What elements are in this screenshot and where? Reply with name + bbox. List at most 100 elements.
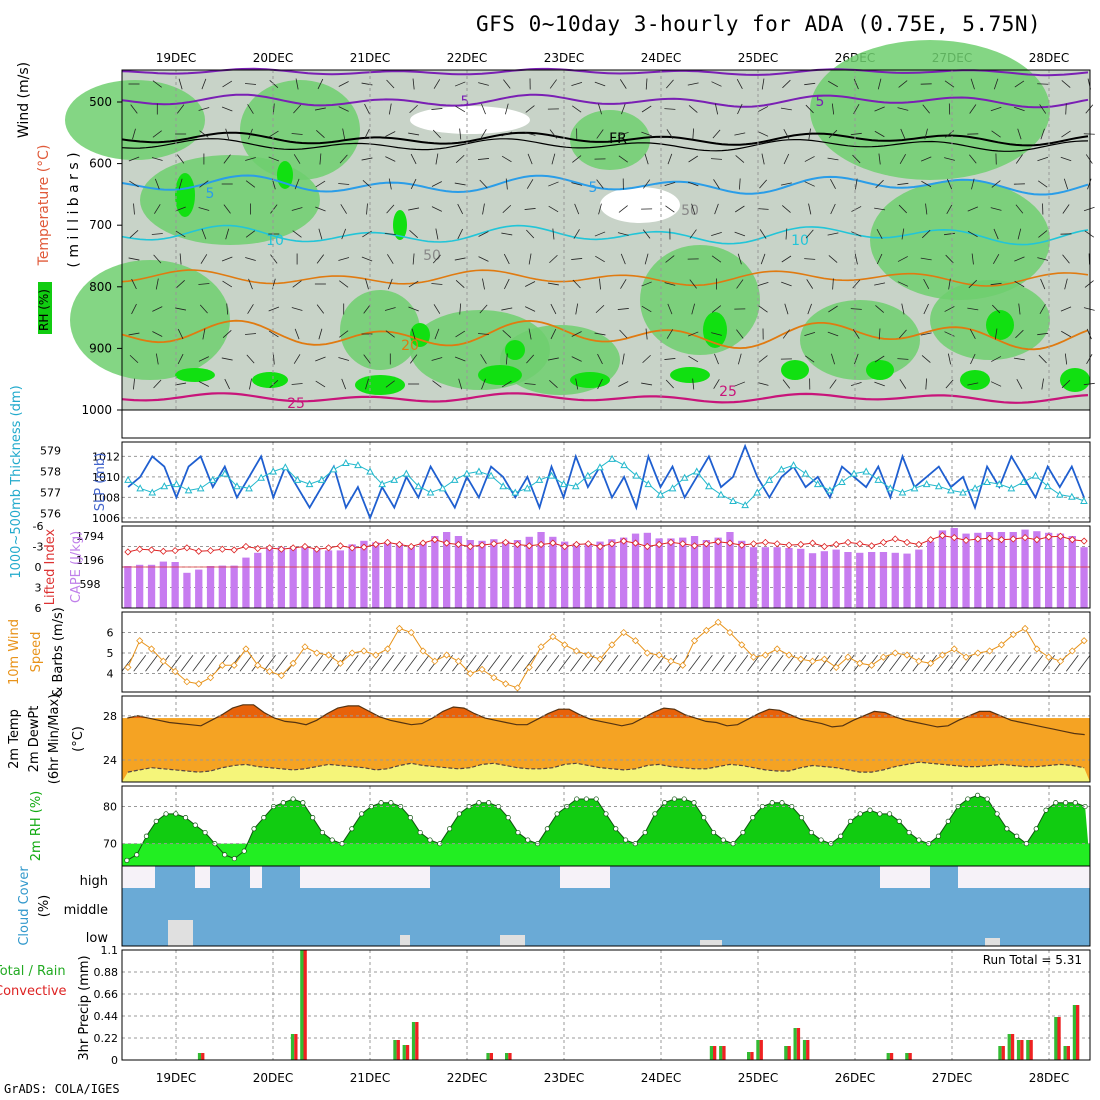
wind-barb: [152, 80, 162, 88]
wind-speed-point: [620, 628, 628, 637]
wind-barb: [409, 354, 418, 364]
wind-speed-point: [348, 649, 356, 657]
wind-speed-point: [761, 651, 769, 659]
thickness-point: [922, 480, 931, 488]
wind-barb: [594, 81, 606, 87]
wind-barb: [572, 105, 582, 113]
wind-barb: [805, 355, 815, 363]
precip-tick-label: 0.66: [94, 988, 119, 1001]
wind-speed-point: [372, 651, 380, 659]
rh2m-point: [671, 796, 677, 802]
rh2m-point: [1014, 833, 1020, 839]
wind-barb: [572, 155, 582, 163]
wind-barb: [179, 253, 182, 265]
thickness-point: [1007, 484, 1016, 492]
date-label-bottom: 21DEC: [350, 1071, 390, 1085]
wind-barb: [385, 330, 395, 338]
wind-barb: [739, 178, 741, 190]
precip-convective-bar: [1076, 1005, 1080, 1060]
wind-barb: [501, 307, 513, 311]
wind-barb: [244, 83, 257, 85]
wind-barb: [527, 153, 533, 165]
wind-barb: [340, 204, 347, 214]
wind-barb: [899, 154, 906, 164]
wind-barb: [314, 107, 326, 111]
li-point: [159, 547, 167, 555]
cape-bar: [195, 569, 203, 608]
wind-barb: [176, 280, 185, 288]
li-point: [1009, 535, 1017, 543]
li-point: [761, 538, 769, 546]
wind-barb: [246, 354, 255, 364]
wind-barb: [947, 353, 952, 365]
cape-bar: [478, 540, 486, 608]
wind-speed-point: [915, 657, 923, 665]
cape-tick-label: 598: [80, 578, 101, 591]
wind-barb: [594, 332, 606, 336]
precip-convective-bar: [1057, 1017, 1061, 1060]
rh2m-point: [456, 811, 462, 817]
cape-bar: [136, 564, 144, 608]
wind-barb-10m: [145, 655, 158, 672]
wind-barb: [621, 353, 625, 365]
wind-barb: [641, 131, 652, 137]
wind-barb: [132, 128, 136, 140]
wind-barb: [129, 354, 139, 364]
wind-barb: [876, 253, 883, 265]
wind-barb: [481, 103, 486, 115]
precip-total-bar: [1072, 1005, 1077, 1060]
li-point: [147, 546, 156, 554]
rh2m-point: [173, 811, 179, 817]
wind-barb: [854, 253, 858, 265]
wind-barb: [760, 253, 766, 265]
precip-total-bar: [505, 1053, 509, 1060]
precip-convective-bar: [405, 1045, 410, 1060]
wind-barb: [222, 280, 233, 288]
cloud-high-gap: [122, 866, 155, 888]
thickness-point: [317, 475, 326, 483]
cape-bar: [289, 547, 297, 608]
wind-barb-10m: [794, 655, 808, 672]
li-point: [1033, 536, 1041, 544]
wind-barb: [852, 154, 861, 164]
wind-barb: [877, 78, 882, 90]
wind-barb: [990, 106, 1002, 112]
wind-speed-point: [714, 618, 722, 626]
wind-barb-10m: [1018, 655, 1032, 672]
wind-barb: [1015, 204, 1024, 214]
cape-bar: [301, 547, 309, 608]
wind-barb: [598, 103, 602, 115]
wind-barb: [597, 353, 603, 365]
wind-barb: [528, 253, 532, 265]
wind-barb: [247, 304, 254, 314]
wind-barb: [315, 180, 326, 188]
cape-bar: [254, 552, 262, 608]
li-tick-label: -3: [33, 541, 44, 554]
wind-barb: [524, 132, 536, 136]
cape-bar: [454, 536, 463, 608]
cape-bar: [679, 537, 687, 608]
wind-barb-10m: [877, 655, 890, 672]
wind-barb: [944, 306, 955, 312]
rh2m-point: [1063, 800, 1069, 806]
wind-barb: [1084, 230, 1095, 238]
thickness-point: [523, 484, 532, 492]
wind-barb: [850, 382, 862, 386]
cape-bar: [584, 543, 592, 608]
wind-barb: [549, 79, 557, 89]
cape-bar: [797, 548, 805, 608]
li-point: [407, 542, 415, 551]
li-point: [277, 545, 285, 553]
wind-barb: [341, 378, 347, 390]
wind-barb: [897, 256, 908, 262]
wind-barb: [598, 203, 602, 215]
li-point: [230, 546, 238, 554]
wind-barb: [549, 129, 558, 139]
wind-barb: [734, 381, 746, 387]
thickness-point: [499, 482, 507, 490]
precip-axis-label: 3hr Precip (mm): [77, 955, 92, 1060]
wind-barb: [366, 203, 368, 215]
wind-barb: [946, 204, 953, 214]
rh2m-point: [593, 796, 599, 802]
wind-barb: [783, 128, 790, 140]
